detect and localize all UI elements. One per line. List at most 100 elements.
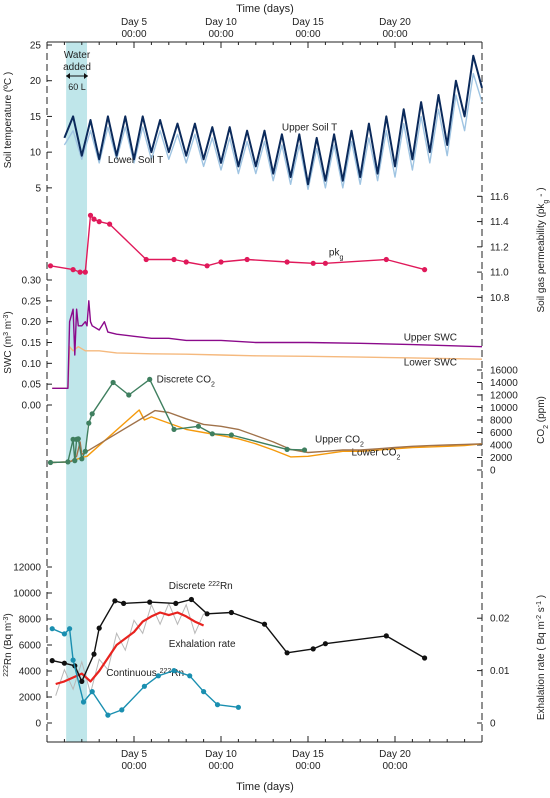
bottom-time-tick-label: Day 15 <box>292 749 324 760</box>
radon-data-point <box>228 609 234 616</box>
co2-y-tick-label: 8000 <box>490 416 513 427</box>
swc-y-tick-label: 0.15 <box>22 338 42 349</box>
swc-y-tick-label: 0.25 <box>22 296 42 307</box>
radon-data-point <box>383 633 389 639</box>
exhalation-data-point <box>89 689 95 695</box>
soil-gas-permeability-data-point <box>96 219 102 225</box>
soil-gas-permeability-data-point <box>107 221 113 227</box>
radon-data-point <box>261 621 268 627</box>
top-time-tick-label: 00:00 <box>295 29 320 40</box>
radon-data-point <box>310 646 316 652</box>
top-time-tick-label: 00:00 <box>208 29 233 40</box>
radon-data-point <box>422 655 428 661</box>
exhalation-data-point <box>80 699 87 705</box>
swc-y-tick-label: 0.30 <box>22 276 42 287</box>
top-time-axis-title: Time (days) <box>236 3 294 15</box>
co2-data-point <box>284 446 290 452</box>
soil-gas-permeability-data-point <box>87 212 94 218</box>
soil-temperature-y-tick-label: 15 <box>30 112 42 123</box>
radon-data-point <box>284 650 290 656</box>
top-time-tick-label: 00:00 <box>121 29 146 40</box>
co2-y-tick-label: 12000 <box>490 391 518 402</box>
radon-y-tick-label: 0 <box>35 719 41 730</box>
water-annotation-line2: added <box>63 62 91 73</box>
swc-series-label: Lower SWC <box>404 357 457 368</box>
radon-y-tick-label: 2000 <box>19 693 42 704</box>
bottom-time-tick-label: Day 20 <box>379 749 411 760</box>
swc-series-line-1 <box>52 300 483 389</box>
soil-gas-permeability-data-point <box>322 260 328 266</box>
water-added-shaded-band <box>66 42 88 742</box>
soil-gas-permeability-y-tick-label: 11.6 <box>490 192 509 203</box>
exhalation-data-point <box>214 702 221 708</box>
soil-gas-permeability-data-point <box>422 267 428 273</box>
soil-gas-permeability-data-point <box>171 256 177 263</box>
co2-data-point <box>79 456 85 462</box>
co2-data-point <box>72 458 78 464</box>
bottom-time-tick-label: 00:00 <box>295 761 320 772</box>
exhalation-data-point <box>187 673 193 679</box>
co2-y-tick-label: 0 <box>490 466 496 477</box>
swc-series-label: Upper SWC <box>404 332 457 343</box>
co2-y-tick-label: 6000 <box>490 428 513 439</box>
soil-gas-permeability-y-tick-label: 11.0 <box>490 268 509 279</box>
soil-gas-permeability-data-point <box>383 256 389 263</box>
co2-data-point <box>47 459 54 466</box>
soil-gas-permeability-data-point <box>143 256 149 263</box>
soil-gas-permeability-data-point <box>70 267 76 273</box>
co2-series-label: Discrete CO2 <box>157 375 215 389</box>
swc-y-tick-label: 0.10 <box>22 359 42 370</box>
radon-series-line-2 <box>55 611 205 686</box>
co2-data-point <box>209 431 215 437</box>
co2-data-point <box>75 436 81 442</box>
soil-temperature-y-tick-label: 5 <box>35 183 41 194</box>
co2-data-point <box>65 459 71 465</box>
co2-data-point <box>228 432 234 438</box>
exhalation-data-point <box>61 631 67 637</box>
soil-temperature-y-tick-label: 25 <box>30 41 42 52</box>
swc-panel: 0.00 0.05 0.10 0.15 0.20 0.25 0.30 SWC (m3 m-3)… <box>3 276 483 412</box>
top-time-tick-label: Day 5 <box>121 17 148 28</box>
top-time-tick-label: Day 15 <box>292 17 324 28</box>
co2-data-point <box>89 411 95 417</box>
co2-data-point <box>86 420 92 426</box>
soil-gas-permeability-data-point <box>218 259 224 265</box>
radon-panel: 0 2000 4000 6000 8000 10000 12000 222Rn (Bq m-3… <box>3 563 428 730</box>
bottom-time-tick-label: 00:00 <box>382 761 407 772</box>
co2-series-label: Upper CO2 <box>315 435 364 449</box>
soil-gas-permeability-data-point <box>47 263 54 269</box>
exhalation-y-tick-label: 0.02 <box>490 614 510 625</box>
bottom-time-tick-label: 00:00 <box>208 761 233 772</box>
soil-temperature-series-line-2 <box>63 72 483 191</box>
bottom-time-tick-label: Day 5 <box>121 749 148 760</box>
exhalation-data-point <box>119 707 125 713</box>
exhalation-data-point <box>201 689 207 695</box>
exhalation-y-tick-label: 0.01 <box>490 666 510 677</box>
co2-data-point <box>82 448 88 454</box>
swc-y-tick-label: 0.05 <box>22 380 42 391</box>
soil-temperature-series-line-1 <box>63 54 483 186</box>
soil-gas-permeability-y-tick-label: 10.8 <box>490 293 510 304</box>
radon-series-label: Discrete 222Rn <box>169 581 233 593</box>
radon-y-tick-label: 4000 <box>19 667 42 678</box>
exhalation-data-point <box>141 683 147 689</box>
co2-y-tick-label: 14000 <box>490 378 518 389</box>
exhalation-y-axis-title: Exhalation rate ( Bq m-2 s-1 ) <box>536 595 548 720</box>
radon-y-tick-label: 8000 <box>19 615 42 626</box>
swc-y-tick-label: 0.00 <box>22 401 42 412</box>
radon-y-axis-title: 222Rn (Bq m-3) <box>3 613 15 677</box>
top-time-tick-label: Day 20 <box>379 17 411 28</box>
soil-gas-permeability-y-tick-label: 11.2 <box>490 242 509 253</box>
co2-y-axis-title: CO2 (ppm) <box>536 396 550 444</box>
co2-series-label: Lower CO2 <box>352 448 401 462</box>
water-volume-label: 60 L <box>68 82 86 92</box>
co2-data-point <box>147 376 153 382</box>
swc-y-axis-title: SWC (m3 m-3) <box>3 311 15 373</box>
radon-data-point <box>112 598 118 604</box>
co2-data-point <box>301 447 308 453</box>
radon-data-point <box>204 611 210 617</box>
swc-series-line-2 <box>52 346 483 389</box>
